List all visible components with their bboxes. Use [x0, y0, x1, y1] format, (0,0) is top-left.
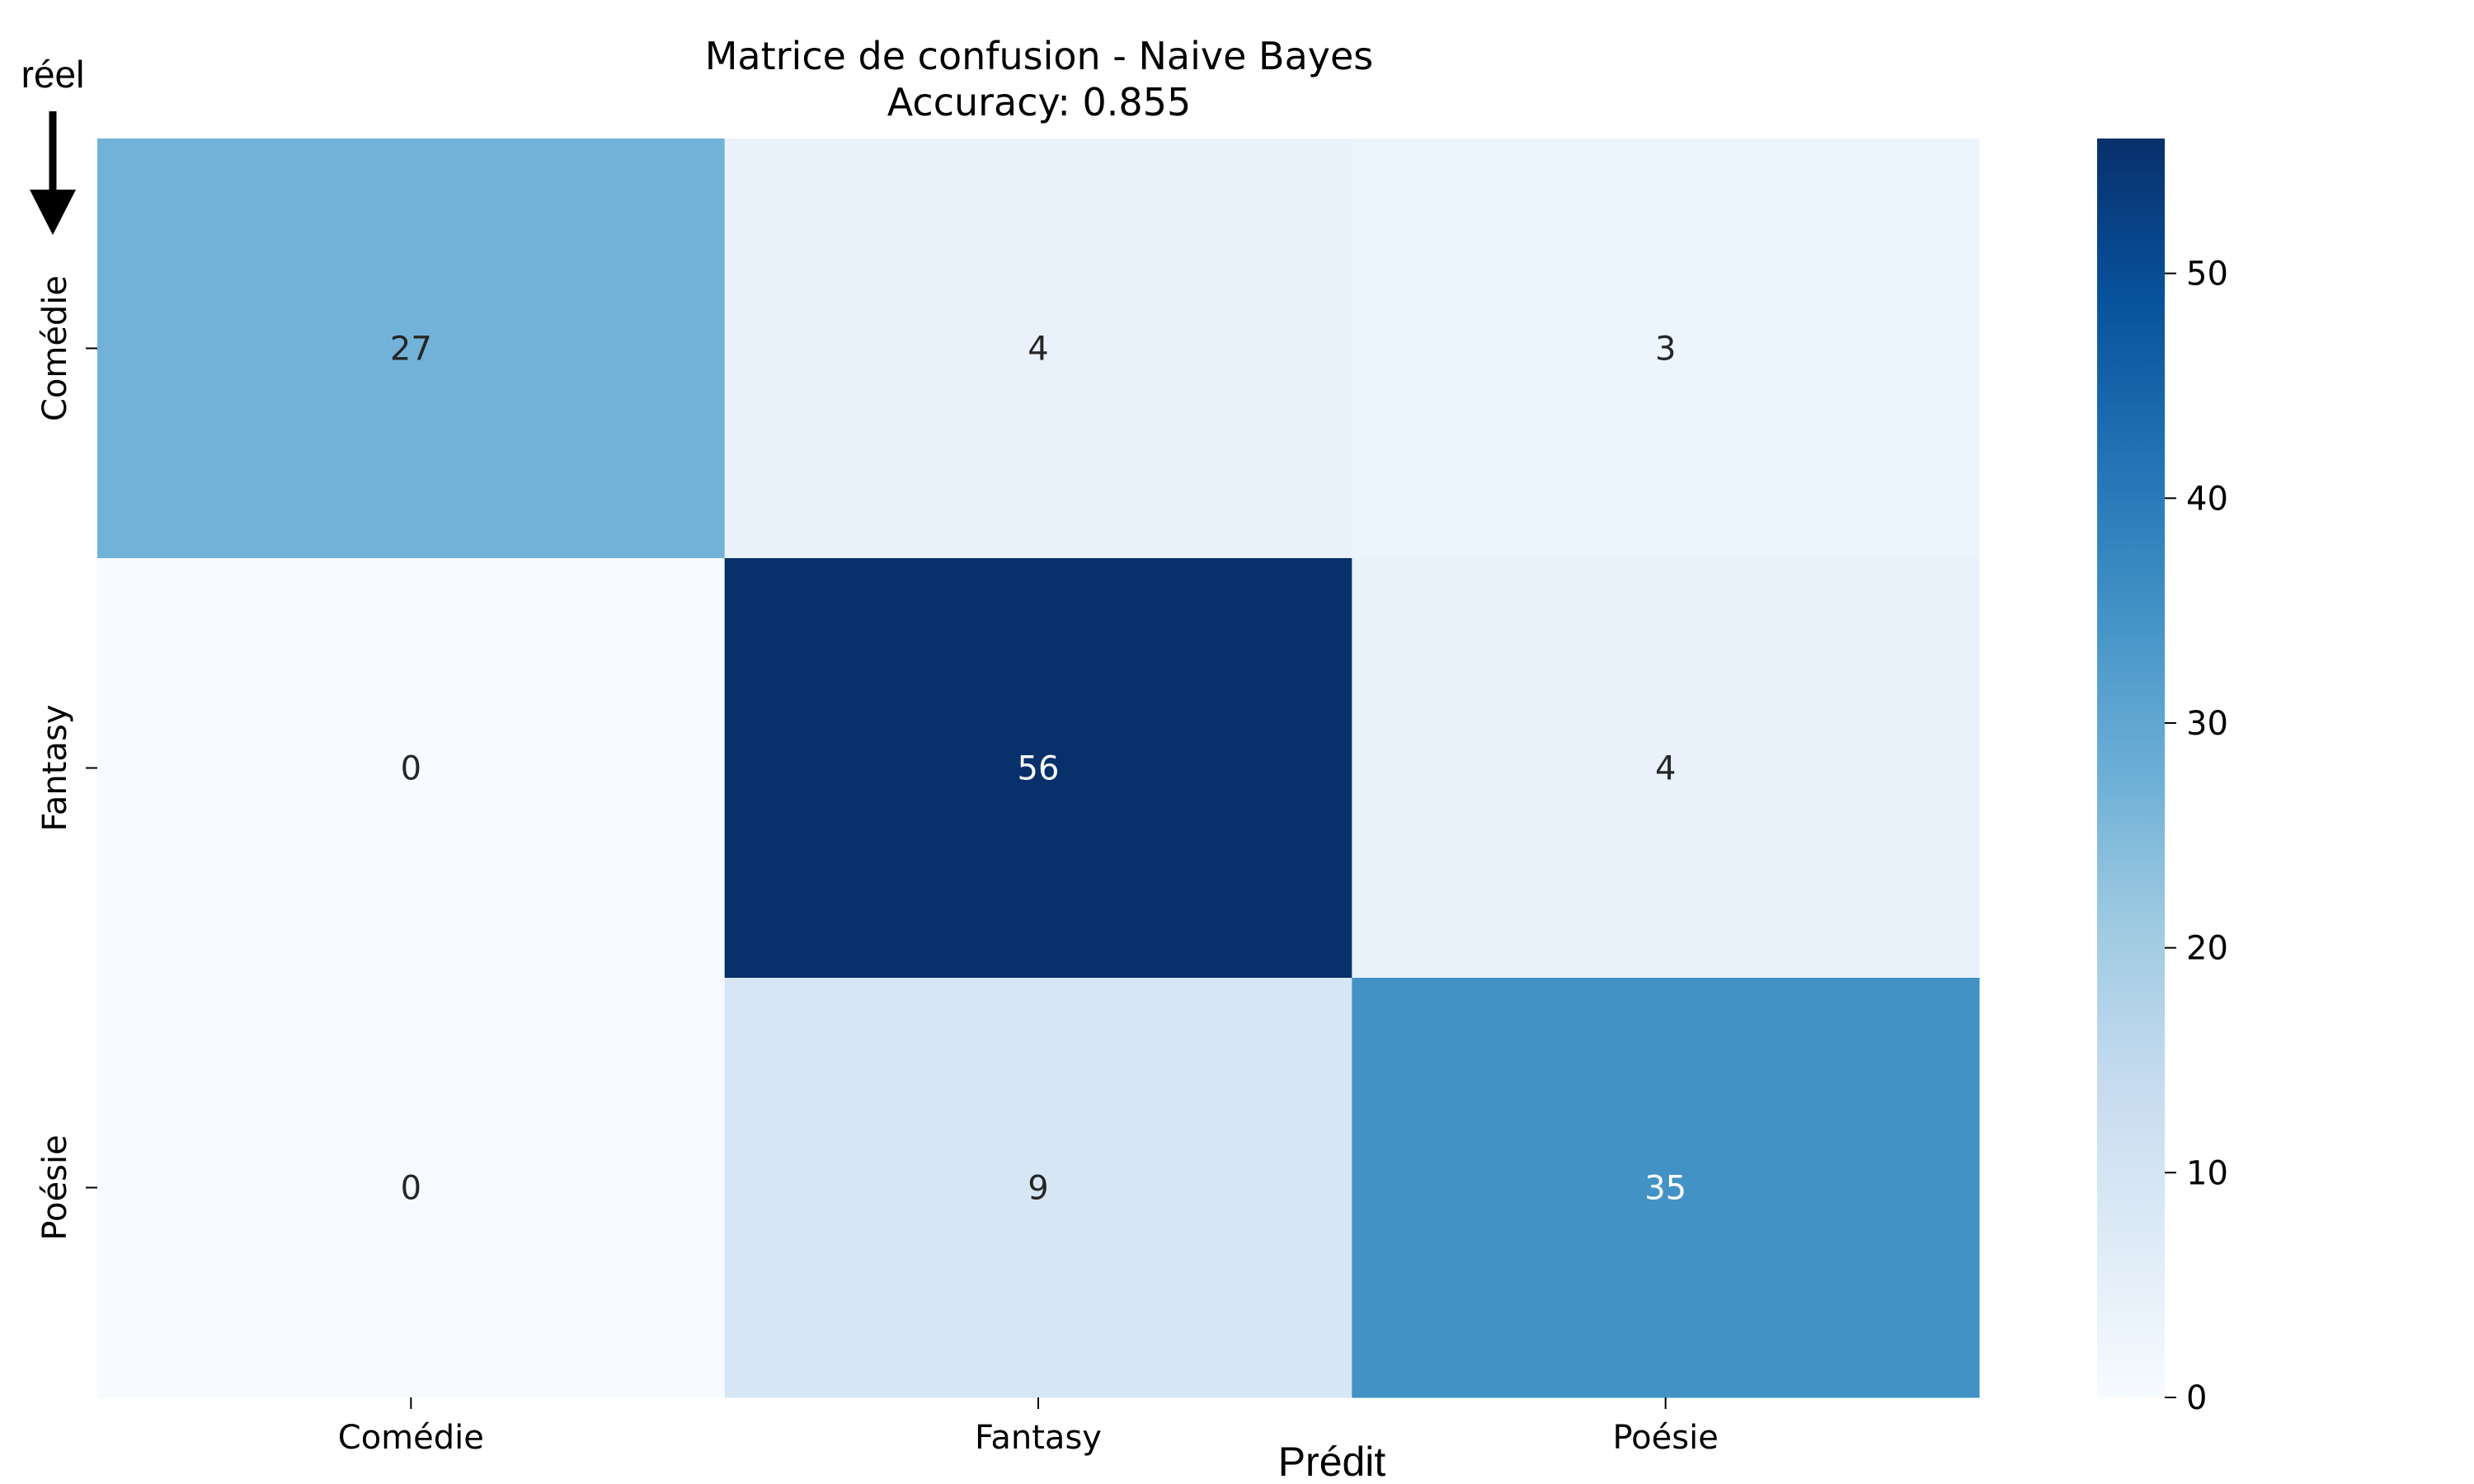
colorbar-tick-label: 10	[2186, 1154, 2228, 1192]
heatmap-cells	[97, 139, 1980, 1398]
colorbar-tick-label: 0	[2186, 1379, 2207, 1417]
y-tick-label: Comédie	[36, 275, 74, 421]
chart-subtitle: Accuracy: 0.855	[887, 80, 1191, 124]
cell-value-label: 4	[1655, 750, 1676, 788]
colorbar	[2097, 139, 2165, 1397]
cell-value-label: 35	[1644, 1170, 1686, 1208]
heatmap-cell	[1352, 139, 1980, 559]
heatmap-cell	[1352, 978, 1980, 1398]
heatmap-cell	[724, 978, 1352, 1398]
down-arrow-icon	[30, 111, 76, 235]
heatmap-cell	[724, 558, 1352, 979]
heatmap-cell	[97, 558, 726, 979]
colorbar-tick-label: 40	[2186, 480, 2228, 518]
chart-title: Matrice de confusion - Naive Bayes	[705, 34, 1374, 78]
y-axis-ticks: Comédie Fantasy Poésie	[36, 275, 97, 1241]
y-axis-label: réel	[21, 53, 85, 96]
cell-value-label: 4	[1028, 331, 1048, 369]
cell-value-label: 27	[390, 331, 432, 369]
heatmap-cell	[1352, 558, 1980, 979]
x-tick-label: Comédie	[338, 1419, 484, 1457]
colorbar-tick-label: 50	[2186, 256, 2228, 294]
x-axis-label: Prédit	[1278, 1439, 1386, 1484]
x-tick-label: Fantasy	[975, 1419, 1102, 1457]
heatmap-cell	[97, 139, 726, 559]
colorbar-ticks: 0 10 20 30 40 50	[2165, 256, 2228, 1417]
x-axis-ticks: Comédie Fantasy Poésie	[338, 1397, 1719, 1457]
x-tick-label: Poésie	[1612, 1419, 1718, 1457]
heatmap-annotations: 27 4 30 56 40 9 35	[390, 331, 1686, 1208]
cell-value-label: 9	[1028, 1170, 1048, 1208]
heatmap-cell	[97, 978, 726, 1398]
heatmap-cell	[724, 139, 1352, 559]
cell-value-label: 56	[1018, 750, 1060, 788]
cell-value-label: 0	[401, 1170, 421, 1208]
cell-value-label: 3	[1655, 331, 1676, 369]
y-tick-label: Poésie	[36, 1134, 74, 1240]
y-tick-label: Fantasy	[36, 705, 74, 832]
colorbar-tick-label: 20	[2186, 930, 2228, 968]
cell-value-label: 0	[401, 750, 421, 788]
colorbar-tick-label: 30	[2186, 705, 2228, 743]
